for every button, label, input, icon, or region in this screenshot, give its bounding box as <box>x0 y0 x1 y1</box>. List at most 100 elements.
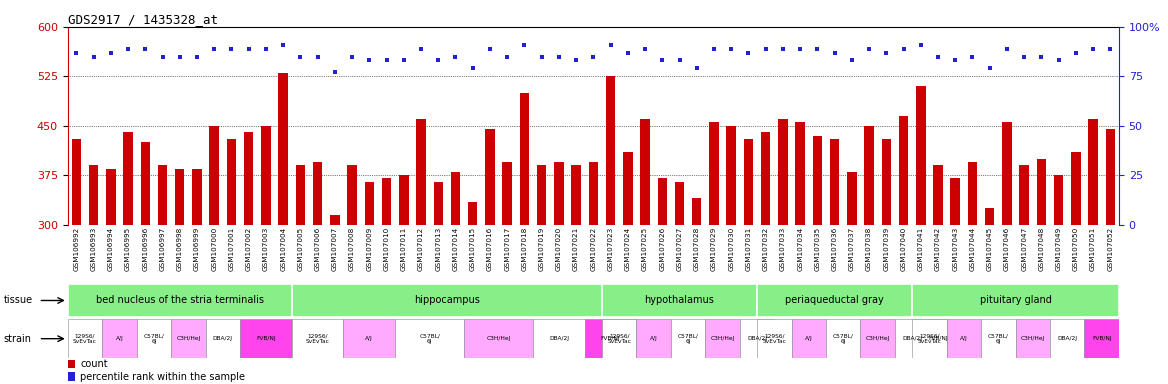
Bar <box>675 182 684 225</box>
Point <box>877 50 896 56</box>
Point <box>429 58 447 64</box>
Point <box>757 46 776 52</box>
Text: GSM107046: GSM107046 <box>1004 227 1010 271</box>
Point <box>515 41 534 48</box>
Point <box>326 69 345 75</box>
Bar <box>585 319 637 358</box>
Bar <box>602 284 757 317</box>
Bar <box>124 132 133 225</box>
Bar <box>451 172 460 225</box>
Bar <box>602 319 637 358</box>
Bar <box>985 208 994 225</box>
Text: hypothalamus: hypothalamus <box>645 295 715 306</box>
Bar <box>537 166 547 225</box>
Text: GSM107012: GSM107012 <box>418 227 424 271</box>
Text: GSM107049: GSM107049 <box>1056 227 1062 271</box>
Text: GSM107036: GSM107036 <box>832 227 837 271</box>
Text: A/J: A/J <box>805 336 813 341</box>
Text: GSM107031: GSM107031 <box>745 227 751 271</box>
Point <box>273 41 292 48</box>
Point <box>670 58 689 64</box>
Bar <box>241 319 292 358</box>
Bar <box>861 319 895 358</box>
Point <box>549 53 568 60</box>
Bar <box>981 319 1015 358</box>
Point <box>1015 53 1034 60</box>
Point <box>171 53 189 60</box>
Bar <box>347 166 357 225</box>
Point <box>722 46 741 52</box>
Text: GSM107041: GSM107041 <box>918 227 924 271</box>
Text: GSM106997: GSM106997 <box>160 227 166 271</box>
Text: percentile rank within the sample: percentile rank within the sample <box>79 372 245 382</box>
Point <box>566 58 585 64</box>
Bar <box>757 319 792 358</box>
Text: GSM107001: GSM107001 <box>229 227 235 271</box>
Bar <box>778 119 787 225</box>
Point <box>67 50 85 56</box>
Point <box>860 46 878 52</box>
Text: GSM107032: GSM107032 <box>763 227 769 271</box>
Bar <box>813 136 822 225</box>
Text: GSM107018: GSM107018 <box>521 227 528 271</box>
Point <box>1066 50 1085 56</box>
Text: A/J: A/J <box>366 336 374 341</box>
Point <box>395 58 413 64</box>
Bar <box>912 284 1119 317</box>
Text: GSM107045: GSM107045 <box>987 227 993 271</box>
Text: GSM107022: GSM107022 <box>590 227 597 271</box>
Bar <box>193 169 202 225</box>
Bar <box>468 202 478 225</box>
Bar <box>705 319 739 358</box>
Text: GSM107016: GSM107016 <box>487 227 493 271</box>
Point <box>791 46 809 52</box>
Text: count: count <box>79 359 107 369</box>
Bar <box>278 73 287 225</box>
Text: GSM106992: GSM106992 <box>74 227 79 271</box>
Bar <box>882 139 891 225</box>
Bar <box>1084 319 1119 358</box>
Point <box>257 46 276 52</box>
Bar <box>744 139 753 225</box>
Text: GSM107009: GSM107009 <box>367 227 373 271</box>
Text: 129S6/
SvEvTac: 129S6/ SvEvTac <box>74 333 97 344</box>
Text: C3H/HeJ: C3H/HeJ <box>865 336 890 341</box>
Point <box>704 46 723 52</box>
Text: GSM107039: GSM107039 <box>883 227 889 271</box>
Bar <box>206 319 241 358</box>
Text: GSM107044: GSM107044 <box>969 227 975 271</box>
Text: FVB/NJ: FVB/NJ <box>929 336 947 341</box>
Bar <box>691 198 702 225</box>
Bar <box>520 93 529 225</box>
Text: pituitary gland: pituitary gland <box>980 295 1051 306</box>
Text: C57BL/
6J: C57BL/ 6J <box>419 333 440 344</box>
Point <box>377 58 396 64</box>
Point <box>1049 58 1068 64</box>
Point <box>533 53 551 60</box>
Point <box>102 50 120 56</box>
Text: GSM107008: GSM107008 <box>349 227 355 271</box>
Text: hippocampus: hippocampus <box>413 295 480 306</box>
Point <box>153 53 172 60</box>
Text: 129S6/
SvEvTac: 129S6/ SvEvTac <box>763 333 786 344</box>
Bar <box>670 319 705 358</box>
Point <box>446 53 465 60</box>
Text: GSM107047: GSM107047 <box>1021 227 1027 271</box>
Text: DBA/2J: DBA/2J <box>748 336 767 341</box>
Bar <box>106 169 116 225</box>
Point <box>584 53 603 60</box>
Text: GSM107033: GSM107033 <box>780 227 786 271</box>
Point <box>826 50 844 56</box>
Text: GSM107026: GSM107026 <box>659 227 666 271</box>
Text: GSM107013: GSM107013 <box>436 227 442 271</box>
Bar <box>795 122 805 225</box>
Bar <box>296 166 305 225</box>
Bar <box>68 319 103 358</box>
Text: 129S6/
SvEvTac: 129S6/ SvEvTac <box>917 333 941 344</box>
Text: DBA/2J: DBA/2J <box>902 336 923 341</box>
Bar <box>658 179 667 225</box>
Point <box>635 46 654 52</box>
Bar <box>89 166 98 225</box>
Text: GSM106994: GSM106994 <box>107 227 113 271</box>
Point <box>188 53 207 60</box>
